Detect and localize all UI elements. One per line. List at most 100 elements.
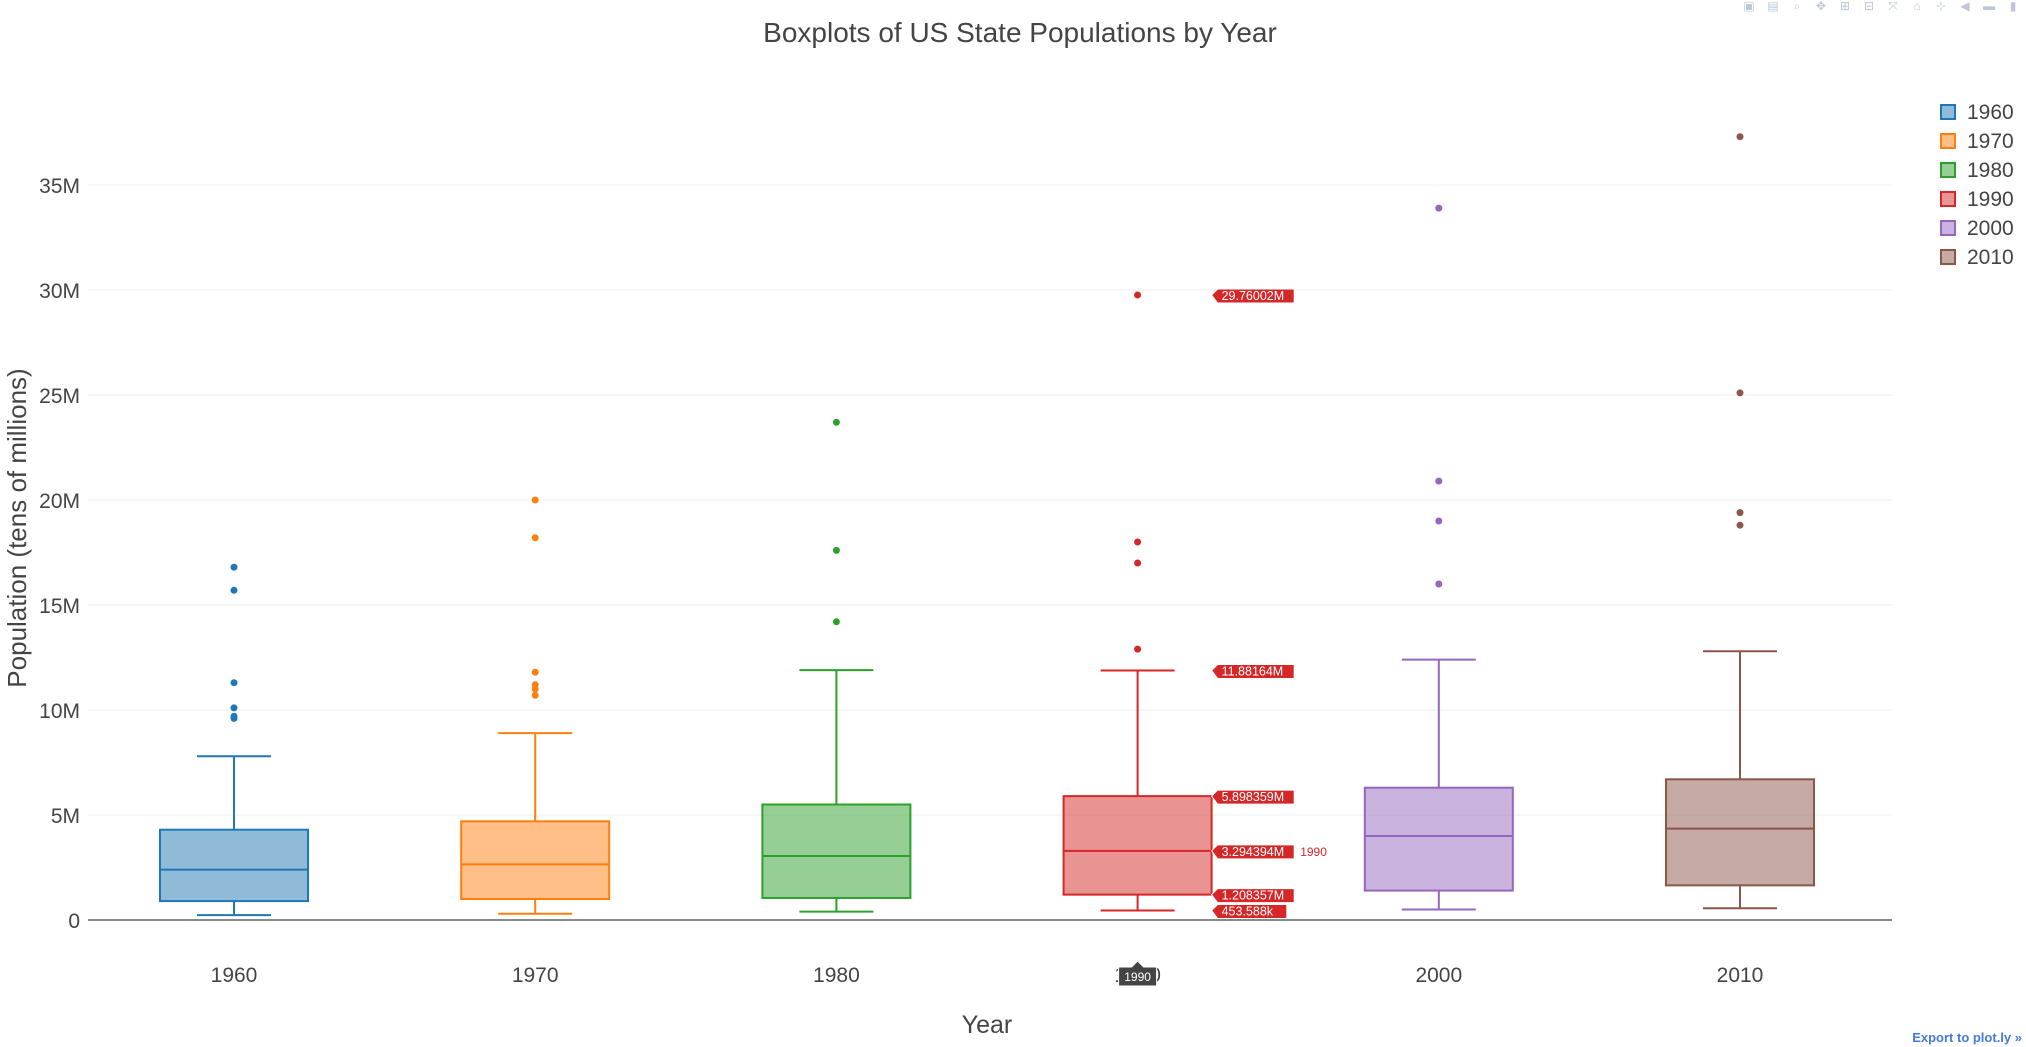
pan-icon[interactable]: ✥ xyxy=(1815,0,1827,13)
y-axis-title: Population (tens of millions) xyxy=(2,368,32,687)
save-icon[interactable]: ▤ xyxy=(1767,0,1779,13)
box-iqr[interactable] xyxy=(1062,795,1213,896)
box-trace-1960[interactable] xyxy=(159,563,309,917)
outlier-point[interactable] xyxy=(832,618,840,626)
legend-item-1990[interactable]: 1990 xyxy=(1940,188,2014,211)
zoom-in-icon[interactable]: ⊞ xyxy=(1839,0,1851,13)
box-trace-1980[interactable] xyxy=(761,418,912,913)
outlier-point[interactable] xyxy=(531,534,539,542)
outlier-point[interactable] xyxy=(1134,559,1142,567)
box-iqr[interactable] xyxy=(1665,778,1815,887)
gridlines xyxy=(88,184,1892,921)
box-traces[interactable] xyxy=(159,133,1815,917)
x-axis-ticks: 1960 1970 1980 1990 2000 2010 xyxy=(211,964,1764,987)
hover-label: 5.898359M xyxy=(1210,789,1295,805)
outlier-point[interactable] xyxy=(531,691,539,699)
hover-label-box xyxy=(1210,844,1295,860)
hover-label: 1.208357M xyxy=(1210,888,1295,904)
x-tick-label: 2010 xyxy=(1717,964,1764,987)
export-to-plotly-link[interactable]: Export to plot.ly » xyxy=(1912,1030,2022,1045)
legend-label: 1970 xyxy=(1967,130,2014,153)
camera-icon[interactable]: ▣ xyxy=(1743,0,1755,13)
x-tick-label: 1970 xyxy=(512,964,559,987)
y-tick-label: 35M xyxy=(39,175,80,198)
outlier-point[interactable] xyxy=(1435,477,1443,485)
box-trace-1970[interactable] xyxy=(460,496,611,915)
outlier-point[interactable] xyxy=(1134,645,1142,653)
zoom-icon[interactable]: ⌕ xyxy=(1793,0,1801,13)
legend-label: 1960 xyxy=(1967,101,2014,124)
outlier-point[interactable] xyxy=(230,712,238,720)
home-icon[interactable]: ⌂ xyxy=(1913,0,1921,13)
legend-swatch xyxy=(1940,220,1956,236)
legend-item-1960[interactable]: 1960 xyxy=(1940,101,2014,124)
outlier-point[interactable] xyxy=(832,546,840,554)
hover-x-label: 1990 xyxy=(1118,960,1158,987)
box-iqr[interactable] xyxy=(159,828,309,903)
hover-closest-icon[interactable]: ◀ xyxy=(1960,0,1970,13)
hover-label: 11.88164M xyxy=(1210,663,1295,679)
hover-label-text: 1.208357M xyxy=(1222,889,1285,903)
hover-label-text: 11.88164M xyxy=(1222,664,1284,678)
box-iqr[interactable] xyxy=(761,803,912,899)
box-trace-2000[interactable] xyxy=(1363,204,1514,911)
legend-label: 2010 xyxy=(1967,246,2014,269)
outlier-point[interactable] xyxy=(1736,521,1744,529)
legend-swatch xyxy=(1940,133,1956,149)
outlier-point[interactable] xyxy=(531,681,539,689)
outlier-point[interactable] xyxy=(230,679,238,687)
box-iqr[interactable] xyxy=(1363,786,1514,892)
hover-label-box xyxy=(1210,663,1295,679)
box-trace-1990[interactable] xyxy=(1062,291,1213,912)
hover-label: 3.294394M xyxy=(1210,844,1295,860)
outlier-point[interactable] xyxy=(1134,291,1142,299)
outlier-point[interactable] xyxy=(230,586,238,594)
x-axis-title: Year xyxy=(962,1011,1013,1039)
modebar: ▣ ▤ ⌕ ✥ ⊞ ⊟ ⤧ ⌂ ⊹ ◀ ▬ ▮ xyxy=(1742,0,2020,12)
hover-x-label-text: 1990 xyxy=(1124,970,1151,984)
outlier-point[interactable] xyxy=(1435,580,1443,588)
legend-swatch xyxy=(1940,191,1956,207)
hover-label-text: 3.294394M xyxy=(1222,845,1285,859)
box-iqr[interactable] xyxy=(460,820,611,900)
hover-label: 453.588k xyxy=(1210,903,1288,919)
outlier-point[interactable] xyxy=(1435,204,1443,212)
autoscale-icon[interactable]: ⤧ xyxy=(1888,0,1898,13)
legend-item-2010[interactable]: 2010 xyxy=(1940,246,2014,269)
hover-label-box xyxy=(1210,903,1288,919)
outlier-point[interactable] xyxy=(1736,133,1744,141)
outlier-point[interactable] xyxy=(230,704,238,712)
outlier-point[interactable] xyxy=(1134,538,1142,546)
x-tick-label: 1960 xyxy=(211,964,258,987)
hover-x-label-box xyxy=(1118,960,1158,987)
hover-trace-name: 1990 xyxy=(1300,845,1327,859)
chart-title: Boxplots of US State Populations by Year xyxy=(763,17,1277,48)
legend[interactable]: 1960 1970 1980 1990 2000 2010 xyxy=(1940,101,2014,269)
y-tick-label: 10M xyxy=(39,700,80,723)
zoom-out-icon[interactable]: ⊟ xyxy=(1863,0,1875,13)
x-tick-label: 2000 xyxy=(1415,964,1462,987)
hover-label-text: 29.76002M xyxy=(1222,289,1285,303)
plotly-logo-icon[interactable]: ▮ xyxy=(2009,0,2017,13)
hover-compare-icon[interactable]: ▬ xyxy=(1983,0,1995,13)
outlier-point[interactable] xyxy=(1736,389,1744,397)
hover-label-text: 5.898359M xyxy=(1222,790,1285,804)
outlier-point[interactable] xyxy=(832,418,840,426)
box-trace-2010[interactable] xyxy=(1665,133,1815,910)
legend-item-1980[interactable]: 1980 xyxy=(1940,159,2014,182)
outlier-point[interactable] xyxy=(1736,509,1744,517)
y-tick-label: 15M xyxy=(39,595,80,618)
hover-label-box xyxy=(1210,288,1295,304)
spike-icon[interactable]: ⊹ xyxy=(1935,0,1947,13)
legend-label: 1990 xyxy=(1967,188,2014,211)
outlier-point[interactable] xyxy=(531,496,539,504)
outlier-point[interactable] xyxy=(230,563,238,571)
legend-swatch xyxy=(1940,162,1956,178)
legend-label: 1980 xyxy=(1967,159,2014,182)
outlier-point[interactable] xyxy=(1435,517,1443,525)
legend-label: 2000 xyxy=(1967,217,2014,240)
legend-item-2000[interactable]: 2000 xyxy=(1940,217,2014,240)
legend-item-1970[interactable]: 1970 xyxy=(1940,130,2014,153)
outlier-point[interactable] xyxy=(531,668,539,676)
